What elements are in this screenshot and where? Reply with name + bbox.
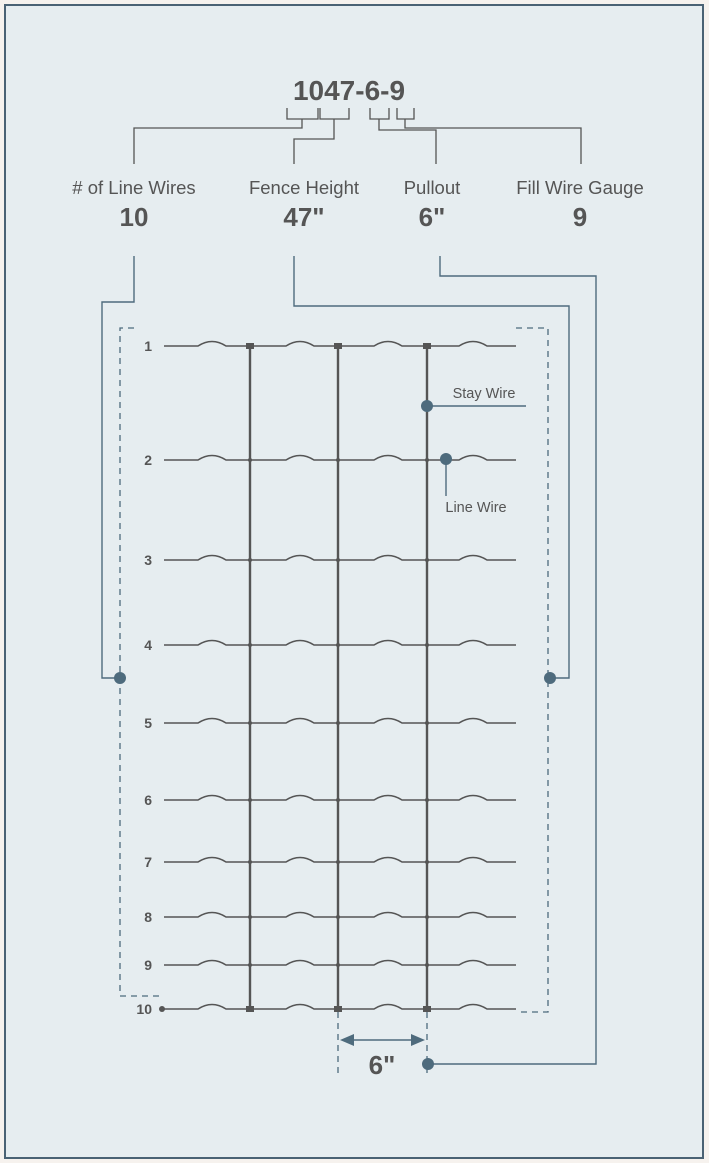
product-code: 1047-6-9 bbox=[293, 75, 405, 106]
line-wire bbox=[164, 554, 516, 561]
connector-dot-line-wires bbox=[114, 672, 126, 684]
line-wire bbox=[164, 911, 516, 918]
connector-dot-pullout bbox=[422, 1058, 434, 1070]
wire-number: 9 bbox=[144, 957, 152, 973]
line-wire bbox=[164, 794, 516, 801]
line-wire bbox=[164, 1003, 516, 1010]
wire-number: 4 bbox=[144, 637, 152, 653]
dashed-extent-left bbox=[119, 327, 164, 997]
stay-knot bbox=[423, 1006, 431, 1012]
callout-line-wire-dot bbox=[440, 453, 452, 465]
wire-number: 5 bbox=[144, 715, 152, 731]
spec-label-fill-gauge: Fill Wire Gauge bbox=[516, 177, 643, 198]
stay-knot bbox=[334, 343, 342, 349]
wire-number: 1 bbox=[144, 338, 152, 354]
fence-spec-diagram: 1047-6-9 # of Line Wires 10 Fence Height… bbox=[4, 4, 704, 1159]
spec-value-fill-gauge: 9 bbox=[573, 202, 587, 232]
wire-number: 6 bbox=[144, 792, 152, 808]
fence-diagram-svg: 1047-6-9 # of Line Wires 10 Fence Height… bbox=[4, 4, 704, 1159]
stay-spacing-label: 6" bbox=[369, 1050, 396, 1080]
wire-number: 2 bbox=[144, 452, 152, 468]
spec-value-pullout: 6" bbox=[419, 202, 446, 232]
spacing-arrow-right bbox=[411, 1034, 425, 1046]
wire-end-knot bbox=[159, 1006, 165, 1012]
leader-line-wires bbox=[133, 119, 303, 164]
line-wire bbox=[164, 959, 516, 966]
wire-number: 10 bbox=[136, 1001, 152, 1017]
wire-number: 7 bbox=[144, 854, 152, 870]
spec-label-fence-height: Fence Height bbox=[249, 177, 359, 198]
panel-background bbox=[4, 4, 704, 1159]
stay-knot bbox=[246, 1006, 254, 1012]
line-wire bbox=[164, 639, 516, 646]
line-wires-group bbox=[164, 340, 516, 1011]
stay-knot bbox=[334, 1006, 342, 1012]
connector-fence-height bbox=[293, 256, 570, 679]
spacing-arrow-left bbox=[340, 1034, 354, 1046]
dashed-extent-right bbox=[516, 327, 549, 1013]
line-wire bbox=[164, 856, 516, 863]
wire-number: 8 bbox=[144, 909, 152, 925]
connector-dot-fence-height bbox=[544, 672, 556, 684]
callout-stay-wire-label: Stay Wire bbox=[453, 386, 516, 402]
leader-fill-gauge bbox=[404, 119, 582, 164]
spec-label-pullout: Pullout bbox=[404, 177, 461, 198]
wire-number: 3 bbox=[144, 552, 152, 568]
spec-value-line-wires: 10 bbox=[120, 202, 149, 232]
line-wire bbox=[164, 340, 516, 347]
connector-line-wires bbox=[101, 256, 135, 679]
line-wire bbox=[164, 454, 516, 461]
line-wire bbox=[164, 717, 516, 724]
stay-knot bbox=[246, 343, 254, 349]
callout-stay-wire-dot bbox=[421, 400, 433, 412]
leader-pullout bbox=[378, 119, 437, 164]
connector-pullout bbox=[428, 256, 597, 1065]
spec-label-line-wires: # of Line Wires bbox=[72, 177, 195, 198]
stay-knot bbox=[423, 343, 431, 349]
spec-value-fence-height: 47" bbox=[283, 202, 324, 232]
callout-line-wire-label: Line Wire bbox=[445, 500, 506, 516]
leader-fence-height bbox=[293, 119, 335, 164]
